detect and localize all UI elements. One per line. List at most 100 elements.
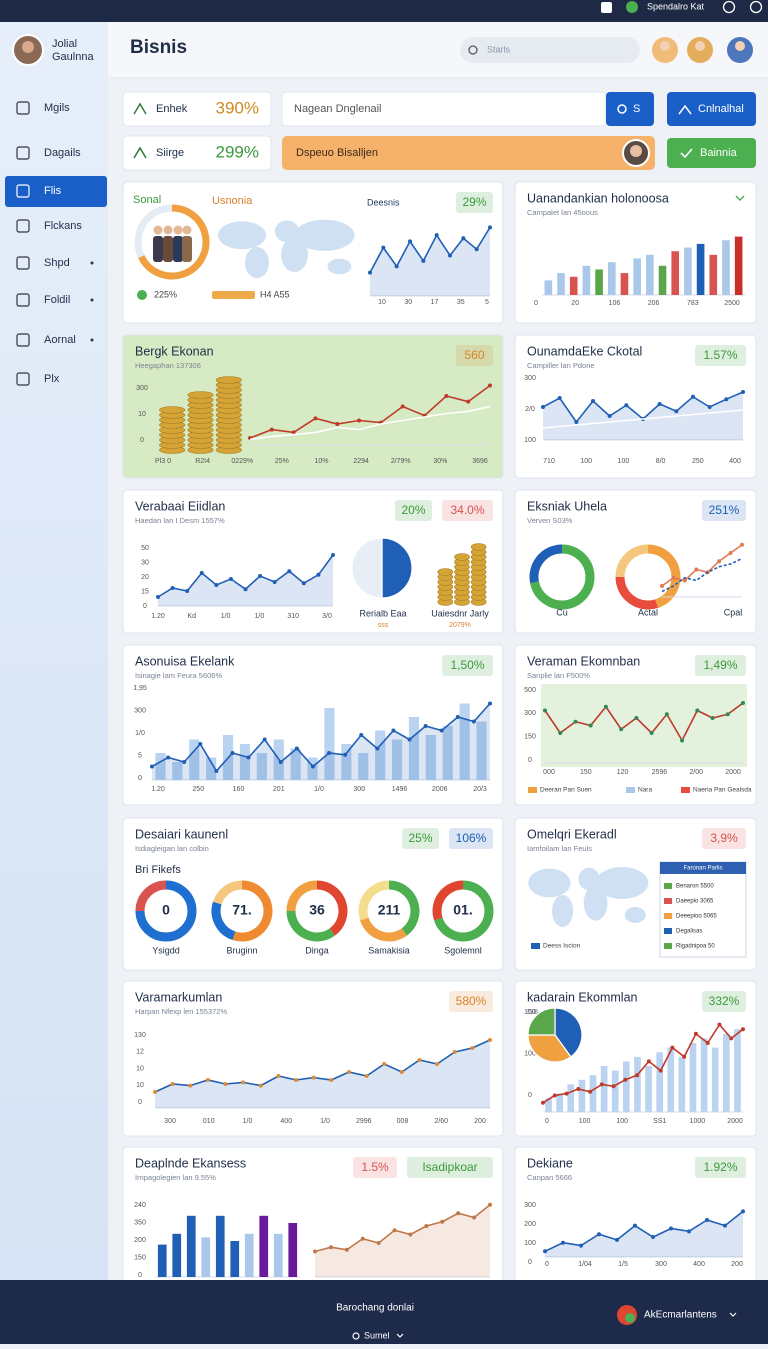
point bbox=[557, 396, 562, 400]
donut-segment bbox=[286, 910, 335, 942]
sidebar bbox=[0, 22, 108, 1280]
badge-text: 1,49% bbox=[703, 658, 737, 672]
y-axis-label: 130 bbox=[134, 1032, 146, 1039]
card-subtitle: Campalet lan 45oous bbox=[527, 208, 598, 217]
bar bbox=[545, 1098, 552, 1112]
point bbox=[470, 1046, 475, 1050]
footer-menu[interactable]: Sumel bbox=[364, 1330, 390, 1340]
stat-label: Siirge bbox=[156, 147, 184, 159]
point bbox=[561, 1240, 565, 1245]
y-axis-label: 350 bbox=[134, 1219, 146, 1226]
sidebar-item[interactable]: Aornal bbox=[44, 334, 76, 346]
point bbox=[691, 394, 695, 399]
bar bbox=[556, 1093, 563, 1112]
footer-menu-chevron bbox=[396, 1333, 404, 1338]
x-axis-label: 200 bbox=[474, 1118, 486, 1125]
point bbox=[368, 270, 372, 275]
point bbox=[301, 581, 306, 586]
row-marker bbox=[664, 913, 672, 919]
donut-center: 71. bbox=[232, 902, 251, 918]
point bbox=[615, 1237, 619, 1242]
action-button[interactable] bbox=[667, 92, 756, 126]
bar bbox=[734, 1029, 741, 1112]
sidebar-item[interactable]: Mgils bbox=[44, 102, 70, 114]
x-axis-label: 1/5 bbox=[618, 1261, 628, 1268]
donut-center: 211 bbox=[378, 902, 401, 918]
y-axis-label: 100 bbox=[524, 437, 536, 444]
x-axis-label: 0 bbox=[534, 300, 538, 307]
badge-text: 251% bbox=[709, 503, 740, 517]
search-button-label[interactable]: S bbox=[633, 103, 640, 115]
sidebar-item[interactable]: Foldil bbox=[44, 294, 70, 306]
chevron[interactable] bbox=[735, 195, 745, 201]
point bbox=[444, 394, 449, 398]
stat-box bbox=[122, 135, 272, 171]
sidebar-item[interactable]: Plx bbox=[44, 373, 60, 385]
bar bbox=[658, 265, 667, 295]
sidebar-item[interactable]: Flckans bbox=[44, 220, 82, 232]
point bbox=[607, 414, 612, 418]
card-subtitle: Campiller lan Pdone bbox=[527, 361, 595, 370]
point bbox=[455, 715, 460, 719]
y-axis-label: 0 bbox=[138, 775, 142, 782]
confirm-button[interactable] bbox=[667, 138, 756, 168]
pie-slice bbox=[381, 537, 413, 599]
bar bbox=[239, 744, 251, 780]
card bbox=[122, 644, 504, 806]
point bbox=[294, 1078, 299, 1082]
point bbox=[541, 405, 545, 409]
sidebar-item[interactable]: Dagails bbox=[44, 147, 81, 159]
donut-segment bbox=[615, 576, 659, 610]
sidebar-item[interactable]: Shpd bbox=[44, 257, 70, 269]
donut-segment bbox=[529, 544, 563, 584]
point bbox=[623, 1077, 628, 1082]
card bbox=[122, 181, 504, 324]
point bbox=[472, 1215, 477, 1220]
point bbox=[399, 1070, 404, 1074]
donut-segment bbox=[134, 204, 173, 258]
table-header bbox=[660, 862, 746, 874]
badge bbox=[702, 828, 746, 849]
footer-account[interactable]: AkEcmarlantens bbox=[644, 1310, 717, 1321]
line bbox=[369, 226, 491, 273]
bar bbox=[595, 269, 603, 295]
badge bbox=[395, 500, 432, 521]
banner[interactable] bbox=[282, 136, 655, 170]
donut-segment bbox=[358, 880, 390, 921]
point bbox=[278, 760, 283, 764]
action-button-label[interactable]: Cnlnalhal bbox=[698, 103, 744, 115]
point bbox=[724, 397, 729, 402]
x-axis-label: 000 bbox=[543, 769, 555, 776]
coin bbox=[454, 553, 470, 561]
top-icon bbox=[722, 0, 736, 14]
bar bbox=[408, 717, 420, 780]
table-row: Degalisas bbox=[676, 929, 702, 935]
point bbox=[294, 746, 299, 751]
point bbox=[331, 553, 335, 557]
search-box[interactable] bbox=[460, 37, 640, 63]
point bbox=[448, 253, 452, 258]
point bbox=[408, 239, 412, 244]
x-axis-label: 1.20 bbox=[151, 786, 165, 793]
x-axis-label: 206 bbox=[648, 300, 660, 307]
x-axis-label: 3/0 bbox=[322, 613, 332, 620]
chart-note: 2079% bbox=[449, 622, 471, 629]
y-axis-label: 1,95 bbox=[133, 685, 147, 692]
x-axis-label: 400 bbox=[693, 1261, 705, 1268]
card-heading: Usnonia bbox=[212, 195, 253, 207]
search-button[interactable] bbox=[606, 92, 654, 126]
confirm-button-label[interactable]: Bainnia bbox=[700, 147, 738, 159]
sidebar-item[interactable]: Flis bbox=[44, 185, 62, 197]
bar bbox=[607, 262, 616, 295]
point bbox=[573, 719, 578, 724]
badge bbox=[456, 192, 493, 213]
chart-label: Rerialb Eaa bbox=[359, 608, 406, 618]
footer-title: Barochang donlai bbox=[336, 1303, 414, 1314]
point bbox=[693, 1031, 698, 1036]
point bbox=[188, 1083, 193, 1088]
card-subtitle: Isinagie lam Feura 5606% bbox=[135, 671, 222, 680]
y-axis-label: 0 bbox=[143, 603, 147, 610]
bar bbox=[476, 721, 487, 780]
point bbox=[658, 1068, 663, 1073]
